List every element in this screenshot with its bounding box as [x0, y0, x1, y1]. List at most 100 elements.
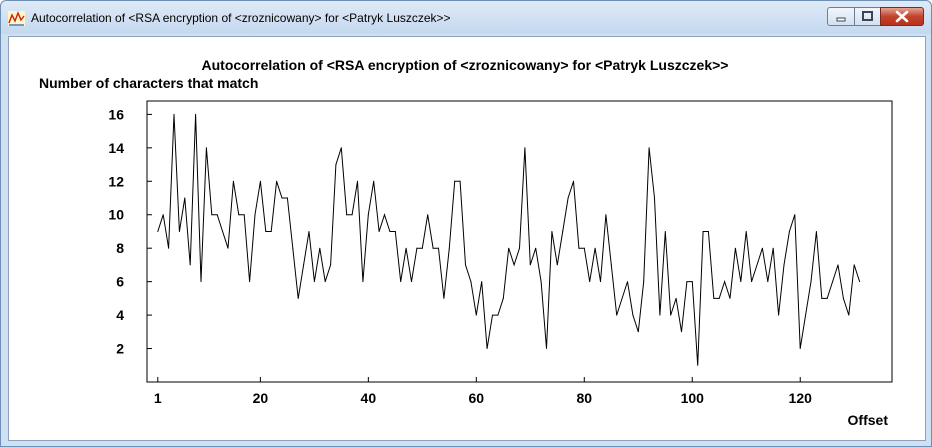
data-point	[232, 180, 234, 182]
x-tick-label: 120	[789, 390, 813, 406]
y-axis: 2 4 6 8 10 12 14 16	[108, 106, 152, 357]
data-point	[583, 247, 585, 249]
data-point	[470, 281, 472, 283]
data-point	[357, 180, 358, 182]
data-point	[567, 197, 569, 199]
data-point	[259, 180, 261, 182]
data-point	[157, 231, 159, 232]
data-point	[589, 281, 591, 283]
data-point	[670, 314, 672, 316]
data-point	[308, 231, 310, 232]
data-point	[432, 247, 434, 249]
data-point	[664, 231, 666, 232]
y-tick-label: 6	[116, 274, 124, 290]
data-point	[438, 247, 439, 249]
data-point	[675, 297, 677, 299]
data-point	[254, 214, 256, 216]
data-point	[643, 281, 645, 283]
data-point	[427, 214, 429, 216]
data-point	[605, 214, 607, 216]
data-point	[740, 281, 742, 283]
data-point	[799, 348, 801, 349]
data-point	[324, 281, 326, 283]
close-icon	[895, 10, 909, 23]
data-point	[734, 247, 736, 249]
data-point	[562, 231, 564, 232]
data-point	[454, 180, 456, 182]
data-point	[211, 214, 213, 216]
data-point	[832, 281, 834, 283]
maximize-icon	[862, 11, 873, 21]
data-point	[389, 231, 391, 232]
minimize-icon	[836, 17, 846, 22]
data-point	[756, 264, 758, 266]
data-point	[848, 314, 850, 316]
data-point	[529, 264, 531, 266]
data-point	[486, 348, 488, 349]
data-point	[508, 247, 510, 249]
data-point	[276, 180, 278, 182]
data-point	[465, 264, 466, 266]
data-point	[378, 231, 380, 232]
data-point	[648, 147, 650, 149]
data-point	[556, 264, 558, 266]
data-point	[411, 281, 412, 283]
data-point	[659, 314, 661, 316]
data-point	[551, 231, 553, 232]
data-point	[492, 314, 493, 316]
maximize-button[interactable]	[854, 7, 881, 26]
data-point	[335, 164, 337, 166]
data-point	[416, 247, 418, 249]
data-point	[761, 247, 763, 249]
data-point	[697, 364, 699, 366]
data-point	[286, 197, 288, 199]
data-point	[729, 297, 731, 299]
chart-panel: Autocorrelation of <RSA encryption of <z…	[8, 36, 926, 441]
data-point	[497, 314, 499, 316]
x-tick-label: 20	[253, 390, 269, 406]
close-button[interactable]	[880, 7, 924, 26]
data-point	[783, 264, 785, 266]
y-tick-label: 16	[108, 106, 124, 122]
data-point	[297, 297, 299, 299]
y-axis-label: Number of characters that match	[39, 75, 258, 91]
data-point	[200, 281, 202, 283]
data-point	[535, 247, 537, 249]
x-tick-label: 100	[681, 390, 705, 406]
data-point	[632, 314, 634, 316]
data-point	[178, 231, 180, 232]
data-point	[351, 214, 353, 216]
data-point	[573, 180, 574, 182]
data-point	[815, 231, 817, 232]
chart-title: Autocorrelation of <RSA encryption of <z…	[202, 57, 729, 73]
data-point	[448, 247, 450, 249]
data-point	[168, 247, 170, 249]
title-bar[interactable]: Autocorrelation of <RSA encryption of <z…	[1, 1, 931, 34]
data-point	[821, 297, 823, 299]
data-point	[475, 314, 477, 316]
data-point	[718, 297, 720, 299]
data-point	[627, 281, 628, 283]
autocorrelation-chart: Autocorrelation of <RSA encryption of <z…	[39, 57, 893, 428]
data-points	[157, 113, 861, 366]
data-point	[195, 113, 197, 115]
data-point	[443, 297, 445, 299]
data-point	[313, 281, 315, 283]
data-point	[810, 281, 812, 283]
data-point	[745, 231, 747, 232]
data-point	[788, 231, 790, 232]
data-point	[859, 281, 861, 283]
data-point	[330, 264, 332, 266]
data-point	[600, 281, 601, 283]
y-tick-label: 10	[108, 207, 124, 223]
data-point	[842, 297, 844, 299]
data-point	[707, 231, 709, 232]
data-point	[578, 247, 580, 249]
data-point	[162, 214, 164, 216]
data-point	[222, 231, 224, 232]
data-point	[610, 264, 612, 266]
data-point	[502, 297, 504, 299]
minimize-button[interactable]	[827, 7, 855, 26]
data-point	[243, 214, 245, 216]
